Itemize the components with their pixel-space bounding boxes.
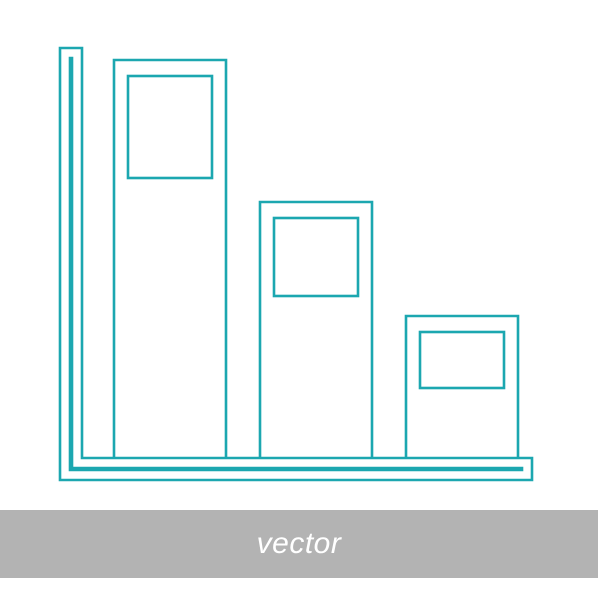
footer-banner: vector bbox=[0, 510, 598, 578]
canvas: vector bbox=[0, 0, 598, 600]
footer-label: vector bbox=[257, 527, 342, 561]
